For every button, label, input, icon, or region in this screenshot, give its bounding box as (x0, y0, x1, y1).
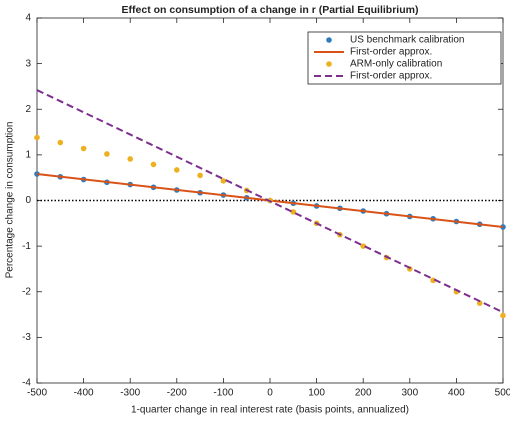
y-tick-label: 0 (25, 195, 31, 206)
x-tick-label: -300 (120, 388, 140, 399)
legend-label: First-order approx. (350, 47, 432, 58)
x-tick-label: -500 (27, 388, 47, 399)
y-tick-label: -4 (22, 378, 31, 389)
y-tick-label: 2 (25, 104, 31, 115)
point (174, 167, 180, 173)
y-tick-label: -3 (22, 332, 31, 343)
point (197, 172, 203, 179)
y-tick-label: 3 (25, 58, 31, 69)
y-tick-label: 1 (25, 150, 31, 161)
y-tick-label: -1 (22, 241, 31, 252)
x-tick-label: -100 (213, 388, 233, 399)
legend-label: First-order approx. (350, 71, 432, 82)
x-tick-label: 400 (448, 388, 465, 399)
point (360, 243, 367, 249)
line (36, 89, 504, 314)
point (220, 178, 227, 184)
y-axis-label: Percentage change in consumption (5, 122, 16, 279)
y-tick-label: 4 (25, 13, 31, 24)
point (500, 312, 506, 319)
point (57, 139, 64, 146)
point (127, 156, 133, 162)
x-tick-label: 0 (267, 388, 273, 399)
x-tick-label: 200 (355, 388, 372, 399)
point (80, 145, 87, 152)
x-tick-label: 300 (401, 388, 418, 399)
x-axis-label: 1-quarter change in real interest rate (… (131, 405, 409, 416)
legend-swatch (326, 61, 332, 67)
x-tick-label: 500 (495, 388, 510, 399)
legend-label: ARM-only calibration (350, 59, 442, 70)
x-tick-label: -400 (74, 388, 94, 399)
chart-title: Effect on consumption of a change in r (… (122, 4, 419, 16)
point (150, 161, 157, 168)
legend-label: US benchmark calibration (350, 35, 465, 46)
y-tick-label: -2 (22, 286, 31, 297)
point (290, 209, 297, 215)
x-tick-label: 100 (308, 388, 325, 399)
legend-swatch (326, 37, 332, 43)
x-tick-label: -200 (167, 388, 187, 399)
point (34, 134, 40, 141)
point (104, 151, 110, 157)
point (476, 300, 483, 306)
